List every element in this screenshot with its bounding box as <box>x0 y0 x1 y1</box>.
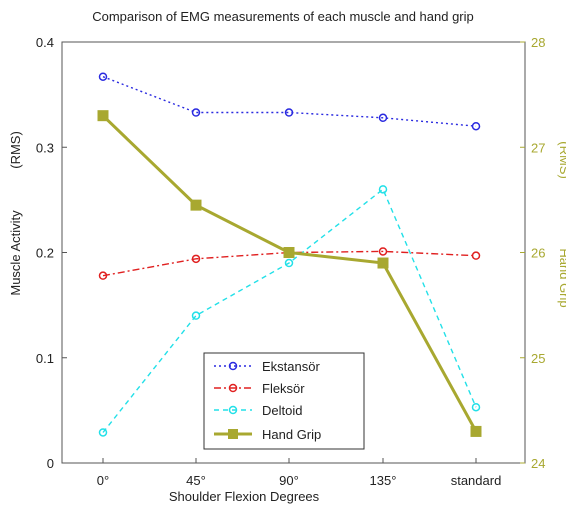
data-point <box>284 258 294 268</box>
legend-label: Hand Grip <box>262 427 321 442</box>
data-point <box>284 108 294 117</box>
left-tick-label: 0.2 <box>36 246 54 261</box>
legend-label: Deltoid <box>262 403 302 418</box>
data-point <box>98 271 108 280</box>
legend-entry: Ekstansör <box>214 359 320 374</box>
left-tick-label: 0 <box>47 456 54 471</box>
y2-axis-unit: (RMS) <box>557 141 566 179</box>
data-point <box>283 247 295 258</box>
legend-label: Fleksör <box>262 381 305 396</box>
y-axis-label: Muscle Activity <box>8 210 23 296</box>
legend-entry: Fleksör <box>214 381 305 396</box>
x-tick-label: 90° <box>279 473 299 488</box>
left-tick-label: 0.4 <box>36 35 54 50</box>
data-point <box>377 257 389 269</box>
right-tick-label: 26 <box>531 246 545 261</box>
series-line <box>102 188 477 433</box>
x-tick-label: 135° <box>370 473 397 488</box>
series-layer <box>97 72 482 437</box>
series-hand-grip <box>97 110 482 437</box>
right-axis-ticks: 24 25 26 27 28 <box>520 35 545 471</box>
data-point <box>191 311 201 320</box>
left-axis-ticks: 0 0.1 0.2 0.3 0.4 <box>36 35 67 471</box>
data-point <box>378 113 388 123</box>
data-point <box>191 108 201 117</box>
right-tick-label: 28 <box>531 35 545 50</box>
chart-title: Comparison of EMG measurements of each m… <box>92 9 474 24</box>
legend-marker <box>228 429 238 439</box>
left-tick-label: 0.3 <box>36 140 54 155</box>
data-point <box>378 247 388 256</box>
legend-marker <box>228 383 238 393</box>
data-point <box>190 199 202 211</box>
legend-entry: Deltoid <box>214 403 302 418</box>
data-point <box>470 425 482 437</box>
right-tick-label: 25 <box>531 351 545 366</box>
legend-marker <box>228 361 238 371</box>
series-line <box>102 76 477 127</box>
data-point <box>471 402 481 412</box>
x-tick-label: 0° <box>97 473 109 488</box>
series-ekstans-r <box>98 72 481 131</box>
legend-marker <box>228 405 238 415</box>
x-tick-label: 45° <box>186 473 206 488</box>
series-line <box>102 250 477 277</box>
right-tick-label: 27 <box>531 140 545 155</box>
left-tick-label: 0.1 <box>36 351 54 366</box>
legend-label: Ekstansör <box>262 359 320 374</box>
data-point <box>471 121 481 131</box>
data-point <box>378 185 388 194</box>
legend-entry: Hand Grip <box>214 427 321 442</box>
data-point <box>98 428 108 437</box>
data-point <box>97 110 109 122</box>
right-tick-label: 24 <box>531 456 545 471</box>
data-point <box>98 72 108 81</box>
x-axis-ticks: 0° 45° 90° 135° standard <box>97 458 502 488</box>
data-point <box>471 251 481 260</box>
y2-axis-label: Hand Grip <box>557 248 566 307</box>
legend: Ekstansör Fleksör Deltoid Hand Grip <box>203 352 365 450</box>
series-deltoid <box>98 185 481 437</box>
y-axis-unit: (RMS) <box>8 131 23 169</box>
x-axis-label: Shoulder Flexion Degrees <box>169 489 320 504</box>
data-point <box>191 254 201 264</box>
x-tick-label: standard <box>451 473 502 488</box>
